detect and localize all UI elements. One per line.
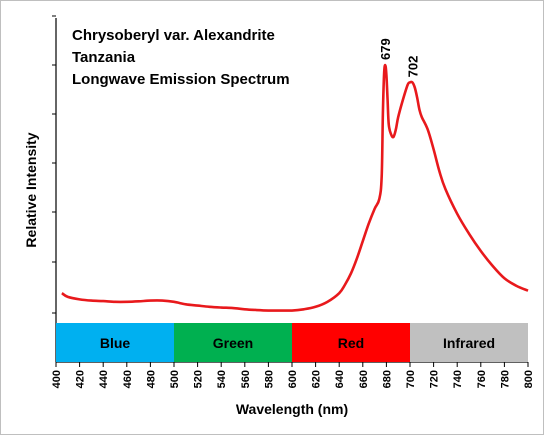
- x-tick-label: 700: [405, 370, 417, 388]
- x-tick-label: 420: [75, 370, 87, 388]
- x-tick-label: 580: [263, 370, 275, 388]
- color-band-red: [292, 323, 410, 362]
- x-tick-label: 540: [216, 370, 228, 388]
- color-band-label: Infrared: [443, 335, 495, 351]
- x-axis-ticks: 400 420 440 460 480 500 520 540 560 580 600 620 640 6…: [51, 362, 535, 388]
- chart-title-line-2: Tanzania: [72, 49, 136, 66]
- x-tick-label: 780: [499, 370, 511, 388]
- color-band-infrared: [410, 323, 528, 362]
- x-tick-label: 620: [311, 370, 323, 388]
- x-tick-label: 560: [240, 370, 252, 388]
- x-tick-label: 740: [452, 370, 464, 388]
- x-tick-label: 600: [287, 370, 299, 388]
- peak-annotations: 679 702: [378, 38, 420, 77]
- color-band-label: Blue: [100, 335, 131, 351]
- x-tick-label: 760: [476, 370, 488, 388]
- x-tick-label: 640: [334, 370, 346, 388]
- color-band-blue: [56, 323, 174, 362]
- y-axis-title: Relative Intensity: [23, 132, 39, 247]
- color-bands: Blue Green Red Infrared: [56, 323, 528, 362]
- color-band-label: Green: [213, 335, 253, 351]
- chart-title-line-3: Longwave Emission Spectrum: [72, 71, 290, 88]
- x-tick-label: 440: [98, 370, 110, 388]
- x-axis-title: Wavelength (nm): [236, 401, 348, 417]
- peak-label-679: 679: [378, 38, 393, 60]
- color-band-label: Red: [338, 335, 364, 351]
- y-axis-ticks: [52, 15, 56, 314]
- x-tick-label: 800: [523, 370, 535, 388]
- x-tick-label: 460: [122, 370, 134, 388]
- x-tick-label: 400: [51, 370, 63, 388]
- x-tick-label: 480: [145, 370, 157, 388]
- x-tick-label: 520: [193, 370, 205, 388]
- x-tick-label: 660: [358, 370, 370, 388]
- x-tick-label: 680: [381, 370, 393, 388]
- color-band-green: [174, 323, 292, 362]
- chart-title-line-1: Chrysoberyl var. Alexandrite: [72, 27, 275, 44]
- peak-label-702: 702: [405, 56, 420, 78]
- x-tick-label: 500: [169, 370, 181, 388]
- spectrum-series-line: [61, 63, 529, 312]
- x-tick-label: 720: [429, 370, 441, 388]
